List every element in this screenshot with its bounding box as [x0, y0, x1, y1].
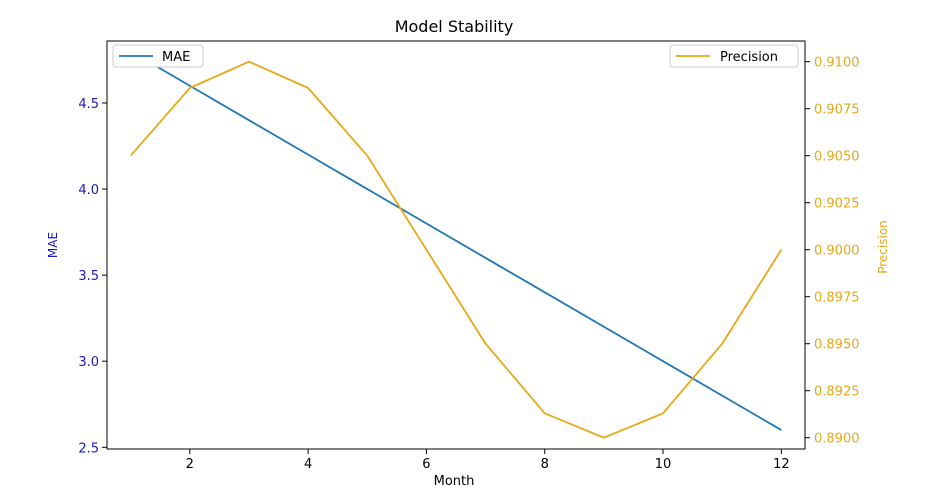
legend-precision-box — [669, 44, 799, 68]
right-y-tick-label: 0.8900 — [814, 432, 860, 447]
legend-mae: MAE — [112, 44, 204, 68]
left-y-tick-label: 3.0 — [78, 355, 99, 370]
left-y-tick-label: 2.5 — [78, 441, 99, 456]
right-y-axis: 0.8900 0.8925 0.8950 0.8975 0.9000 0.9025 0.90… — [805, 56, 860, 447]
x-tick-label: 4 — [304, 457, 312, 472]
right-y-tick-label: 0.9050 — [814, 150, 860, 165]
left-y-tick-label: 4.5 — [78, 97, 99, 112]
mae-series-line — [130, 50, 782, 431]
x-tick-label: 2 — [186, 457, 194, 472]
right-y-tick-label: 0.9025 — [814, 197, 860, 212]
plot-area — [106, 40, 806, 450]
legend-mae-box — [112, 44, 204, 68]
x-tick-label: 6 — [422, 457, 430, 472]
legend-mae-label: MAE — [162, 50, 190, 65]
right-y-tick-label: 0.9075 — [814, 103, 860, 118]
left-y-axis: 2.5 3.0 3.5 4.0 4.5 — [78, 97, 107, 456]
right-y-tick-label: 0.8925 — [814, 385, 860, 400]
right-y-tick-label: 0.9000 — [814, 244, 860, 259]
right-y-tick-label: 0.9100 — [814, 56, 860, 71]
series-lines — [129, 50, 783, 439]
legend-precision-label: Precision — [720, 50, 778, 65]
right-y-axis-label: Precision — [876, 220, 890, 274]
left-y-tick-label: 3.5 — [78, 269, 99, 284]
x-axis: 2 4 6 8 10 12 — [186, 449, 790, 472]
x-tick-label: 10 — [655, 457, 672, 472]
left-y-axis-label: MAE — [46, 232, 60, 258]
x-axis-label: Month — [434, 474, 475, 489]
legend-precision: Precision — [669, 44, 799, 68]
x-tick-label: 12 — [773, 457, 790, 472]
precision-series-line — [129, 60, 783, 439]
right-y-tick-label: 0.8975 — [814, 291, 860, 306]
left-y-tick-label: 4.0 — [78, 183, 99, 198]
right-y-tick-label: 0.8950 — [814, 338, 860, 353]
chart-title: Model Stability — [395, 17, 514, 36]
x-tick-label: 8 — [541, 457, 549, 472]
